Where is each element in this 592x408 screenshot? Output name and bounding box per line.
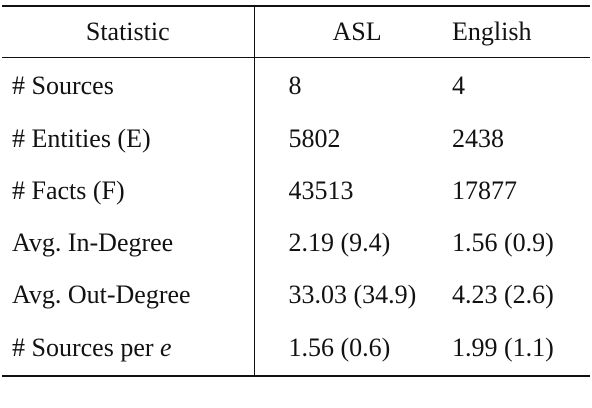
row-label-text: # Sources [12, 70, 114, 100]
asl-value: 8 [288, 70, 302, 100]
math-variable-e: e [160, 333, 172, 362]
row-label: Avg. Out-Degree [2, 269, 255, 321]
table-row: Avg. In-Degree 2.19 (9.4) 1.56 (0.9) [2, 217, 590, 269]
asl-value: 2.19 (9.4) [288, 228, 391, 257]
asl-value: 43513 [288, 176, 354, 205]
row-label-text: # Sources per [12, 333, 161, 362]
table-body: # Sources 8 4 # Entities (E) 5802 2438 #… [2, 57, 590, 377]
english-value: 1.99 (1.1) [426, 321, 590, 377]
table-row: # Entities (E) 5802 2438 [2, 113, 590, 165]
asl-value: 5802 [288, 124, 341, 153]
asl-value: 33.03 (34.9) [288, 280, 417, 309]
row-label: # Facts (F) [2, 165, 255, 217]
row-label: # Entities (E) [2, 113, 255, 165]
asl-value: 1.56 (0.6) [254, 321, 426, 377]
english-value: 4.23 (2.6) [452, 280, 554, 309]
table-row: # Sources per e 1.56 (0.6) 1.99 (1.1) [2, 321, 590, 377]
row-label: Avg. In-Degree [2, 217, 255, 269]
row-label-text: # Facts (F) [12, 176, 125, 205]
english-value: 4 [452, 70, 465, 100]
table-row: # Facts (F) 43513 17877 [2, 165, 590, 217]
english-value: 2438 [452, 124, 504, 153]
header-statistic: Statistic [2, 5, 255, 58]
table-header: Statistic ASL English [2, 5, 590, 58]
row-label: # Sources [2, 57, 255, 113]
header-row: Statistic ASL English [2, 5, 590, 58]
statistics-table: Statistic ASL English # Sources 8 4 # En… [2, 5, 590, 377]
row-label-text: Avg. Out-Degree [12, 280, 191, 309]
table-row: # Sources 8 4 [2, 57, 590, 113]
header-asl: ASL [254, 5, 426, 58]
table-row: Avg. Out-Degree 33.03 (34.9) 4.23 (2.6) [2, 269, 590, 321]
header-english: English [426, 5, 590, 58]
row-label-text: # Entities (E) [12, 124, 151, 153]
english-value: 17877 [452, 176, 517, 205]
row-label: # Sources per e [2, 321, 255, 377]
row-label-text: Avg. In-Degree [12, 228, 174, 257]
english-value: 1.56 (0.9) [452, 228, 554, 257]
